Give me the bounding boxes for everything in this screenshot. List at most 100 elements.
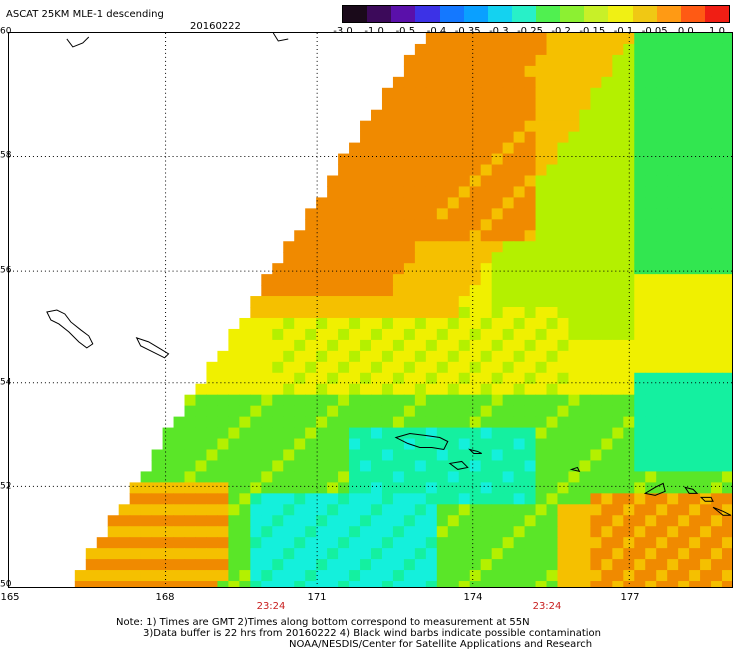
wind-cell: [491, 285, 504, 297]
wind-cell: [370, 493, 383, 505]
wind-cell: [722, 416, 732, 429]
wind-cell: [173, 471, 186, 483]
wind-cell: [403, 164, 416, 176]
wind-cell: [447, 350, 460, 363]
wind-cell: [316, 515, 328, 527]
color-scale-label-6: -0.25: [517, 26, 543, 37]
wind-cell: [513, 471, 526, 483]
wind-cell: [327, 570, 339, 582]
wind-cell: [656, 109, 668, 122]
wind-cell: [579, 54, 591, 67]
wind-cell: [480, 449, 493, 461]
wind-cell: [360, 570, 372, 582]
wind-cell: [129, 559, 142, 571]
wind-cell: [568, 197, 580, 209]
wind-cell: [579, 252, 591, 264]
wind-cell: [425, 65, 438, 78]
wind-cell: [623, 197, 635, 209]
wind-cell: [722, 142, 732, 155]
wind-cell: [546, 537, 558, 549]
wind-cell: [524, 416, 537, 429]
wind-cell: [590, 197, 602, 209]
coastline-n: [272, 33, 289, 42]
wind-cell: [546, 186, 558, 198]
wind-cell: [590, 175, 602, 187]
wind-cell: [316, 581, 328, 587]
wind-cell: [228, 449, 240, 461]
wind-cell: [370, 109, 383, 122]
wind-cell: [678, 307, 690, 319]
wind-cell: [349, 405, 361, 418]
wind-cell: [678, 153, 690, 166]
wind-cell: [381, 526, 394, 538]
wind-cell: [656, 296, 668, 308]
wind-cell: [513, 460, 526, 472]
wind-cell: [535, 186, 548, 198]
wind-cell: [524, 131, 537, 144]
wind-cell: [294, 449, 306, 461]
wind-cell: [535, 274, 548, 286]
wind-cell: [535, 153, 548, 166]
wind-cell: [645, 230, 657, 242]
wind-cell: [349, 515, 361, 527]
wind-cell: [392, 142, 405, 155]
wind-cell: [469, 537, 482, 549]
wind-cell: [502, 405, 515, 418]
wind-cell: [469, 142, 482, 155]
wind-cell: [305, 361, 317, 374]
wind-cell: [458, 98, 471, 111]
wind-cell: [436, 98, 449, 111]
wind-cell: [700, 285, 712, 297]
wind-cell: [381, 438, 394, 450]
wind-cell: [370, 142, 383, 155]
wind-cell: [502, 54, 515, 67]
wind-cell: [711, 208, 723, 220]
wind-cell: [392, 394, 405, 407]
wind-cell: [645, 142, 657, 155]
wind-cell: [338, 307, 350, 319]
wind-cell: [546, 438, 558, 450]
wind-cell: [414, 98, 427, 111]
wind-cell: [678, 241, 690, 253]
wind-cell: [283, 482, 295, 494]
wind-cell: [667, 339, 679, 352]
wind-cell: [700, 241, 712, 253]
wind-cell: [349, 394, 361, 407]
wind-cell: [107, 537, 120, 549]
color-scale-label-9: -0.1: [613, 26, 634, 37]
wind-cell: [403, 548, 416, 560]
wind-cell: [667, 274, 679, 286]
wind-cell: [392, 87, 405, 100]
wind-cell: [436, 515, 449, 527]
wind-cell: [612, 317, 624, 330]
wind-cell: [195, 548, 207, 560]
wind-cell: [711, 197, 723, 209]
wind-cell: [568, 87, 580, 100]
wind-cell: [656, 142, 668, 155]
wind-cell: [491, 87, 504, 100]
wind-cell: [535, 33, 548, 45]
wind-cell: [557, 537, 569, 549]
wind-cell: [667, 164, 679, 176]
wind-cell: [711, 438, 723, 450]
wind-cell: [590, 164, 602, 176]
wind-cell: [513, 285, 526, 297]
wind-cell: [425, 581, 438, 587]
wind-cell: [414, 515, 427, 527]
wind-cell: [228, 460, 240, 472]
wind-cell: [722, 460, 732, 472]
wind-cell: [403, 252, 416, 264]
wind-cell: [590, 307, 602, 319]
wind-cell: [349, 230, 361, 242]
wind-cell: [228, 372, 240, 385]
wind-cell: [689, 241, 701, 253]
wind-cell: [349, 559, 361, 571]
wind-cell: [535, 120, 548, 133]
wind-cell: [612, 131, 624, 144]
wind-cell: [513, 317, 526, 330]
wind-cell: [601, 120, 613, 133]
wind-cell: [689, 416, 701, 429]
wind-cell: [425, 175, 438, 187]
wind-cell: [711, 76, 723, 89]
wind-cell: [403, 307, 416, 319]
